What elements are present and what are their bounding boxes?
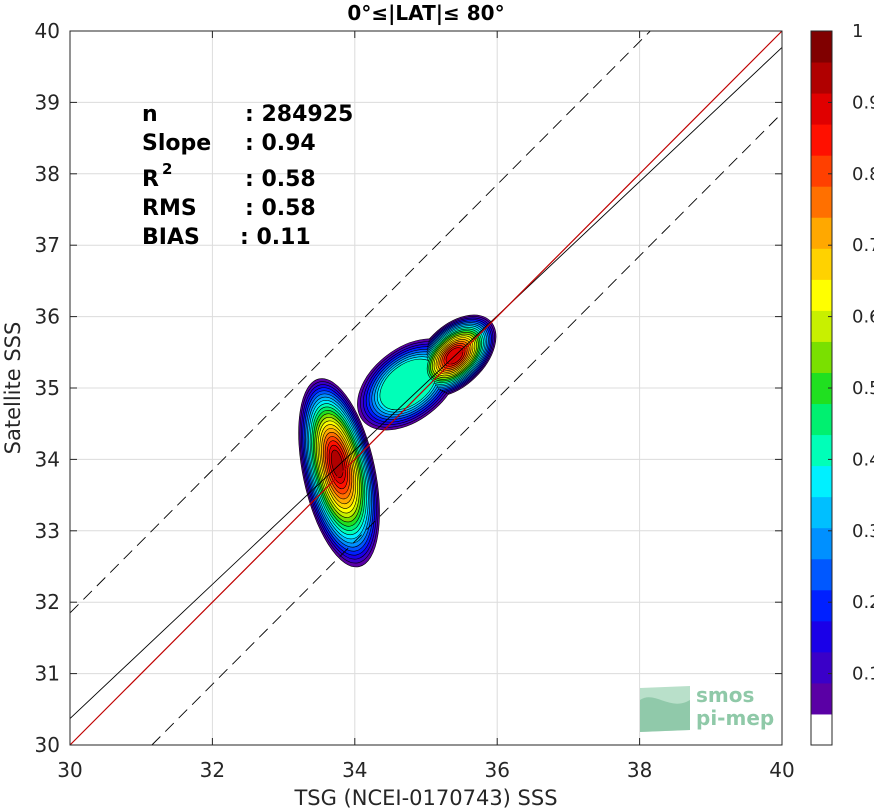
colorbar-swatch [811, 310, 832, 342]
colorbar-swatch [811, 93, 832, 125]
colorbar-swatch [811, 279, 832, 311]
chart-title: 0°≤|LAT|≤ 80° [347, 1, 504, 25]
colorbar-tick-label: 0.3 [852, 521, 874, 542]
colorbar-swatch [811, 341, 832, 373]
stat-rms-label: RMS [142, 196, 197, 221]
lower-bound-line [151, 112, 783, 746]
stat-rms-value: : 0.58 [245, 196, 316, 221]
colorbar-swatch [811, 651, 832, 684]
upper-bound-line [69, 30, 651, 614]
stat-bias-label: BIAS [142, 225, 200, 250]
y-tick-label: 32 [35, 590, 60, 614]
x-tick-label: 38 [627, 758, 652, 782]
y-axis-label: Satellite SSS [1, 322, 25, 455]
density-contours [298, 314, 497, 568]
colorbar-tick-label: 0.1 [852, 664, 874, 685]
colorbar-tick-label: 0.6 [852, 307, 874, 328]
colorbar-swatch [811, 713, 832, 746]
colorbar-swatch [811, 186, 832, 218]
regression-line [69, 47, 783, 719]
y-tick-label: 33 [35, 519, 60, 543]
colorbar-swatch [811, 527, 832, 560]
x-axis-ticks: 30 32 34 36 38 40 [57, 31, 795, 782]
logo-mark-wave [640, 697, 690, 732]
colorbar-swatch [811, 496, 832, 529]
y-axis-ticks: 30 31 32 33 34 35 36 37 38 39 40 [35, 19, 782, 757]
colorbar-swatch [811, 248, 832, 280]
stat-slope-label: Slope [142, 131, 211, 156]
colorbar-tick-label: 1 [852, 21, 863, 42]
colorbar-swatch [811, 682, 832, 715]
colorbar-tick-label: 0.8 [852, 164, 874, 185]
stat-n-value: : 284925 [245, 102, 353, 127]
logo-text-smos: smos [696, 683, 754, 707]
colorbar-swatch [811, 62, 832, 94]
colorbar-swatch [811, 589, 832, 622]
colorbar-tick-label: 0.2 [852, 592, 874, 613]
colorbar-swatch [811, 124, 832, 156]
y-tick-label: 39 [35, 90, 60, 114]
colorbar [810, 30, 833, 746]
y-tick-label: 30 [35, 733, 60, 757]
stat-slope-value: : 0.94 [245, 131, 316, 156]
colorbar-swatch [811, 31, 832, 63]
colorbar-swatch [811, 620, 832, 653]
colorbar-tick-label: 0.4 [852, 449, 874, 470]
colorbar-tick-label: 0.9 [852, 92, 874, 113]
reference-lines [69, 30, 783, 746]
stats-box: n : 284925 Slope : 0.94 R 2 : 0.58 RMS :… [142, 102, 353, 250]
contour-west-peak [330, 449, 344, 478]
colorbar-tick-label: 0.5 [852, 378, 874, 399]
stat-bias-value: : 0.11 [240, 225, 311, 250]
colorbar-swatch [811, 372, 832, 405]
y-tick-label: 31 [35, 662, 60, 686]
colorbar-swatch [811, 155, 832, 187]
colorbar-tick-label: 0.7 [852, 235, 874, 256]
x-tick-label: 32 [200, 758, 225, 782]
y-tick-label: 38 [35, 162, 60, 186]
smos-pimep-logo: smos pi-mep [640, 683, 774, 732]
x-axis-label: TSG (NCEI-0170743) SSS [293, 786, 557, 810]
contour-level [330, 449, 344, 478]
y-tick-label: 35 [35, 376, 60, 400]
colorbar-swatch [811, 434, 832, 467]
colorbar-swatch [811, 403, 832, 436]
colorbar-swatch [811, 217, 832, 249]
y-tick-label: 34 [35, 447, 60, 471]
stat-r2-superscript: 2 [162, 160, 172, 178]
y-tick-label: 36 [35, 305, 60, 329]
stat-r2-value: : 0.58 [245, 167, 316, 192]
y-tick-label: 37 [35, 233, 60, 257]
colorbar-swatch [811, 465, 832, 498]
stat-r2-label: R [142, 167, 159, 192]
stat-n-label: n [142, 102, 158, 127]
x-tick-label: 30 [57, 758, 82, 782]
x-tick-label: 34 [342, 758, 367, 782]
y-tick-label: 40 [35, 19, 60, 43]
identity-line [69, 30, 783, 746]
colorbar-swatch [811, 558, 832, 591]
colorbar-ticks: 0.1 0.2 0.3 0.4 0.5 0.6 0.7 0.8 0.9 1 [828, 21, 874, 685]
x-tick-label: 36 [484, 758, 509, 782]
logo-text-pimep: pi-mep [696, 706, 774, 730]
x-tick-label: 40 [769, 758, 794, 782]
